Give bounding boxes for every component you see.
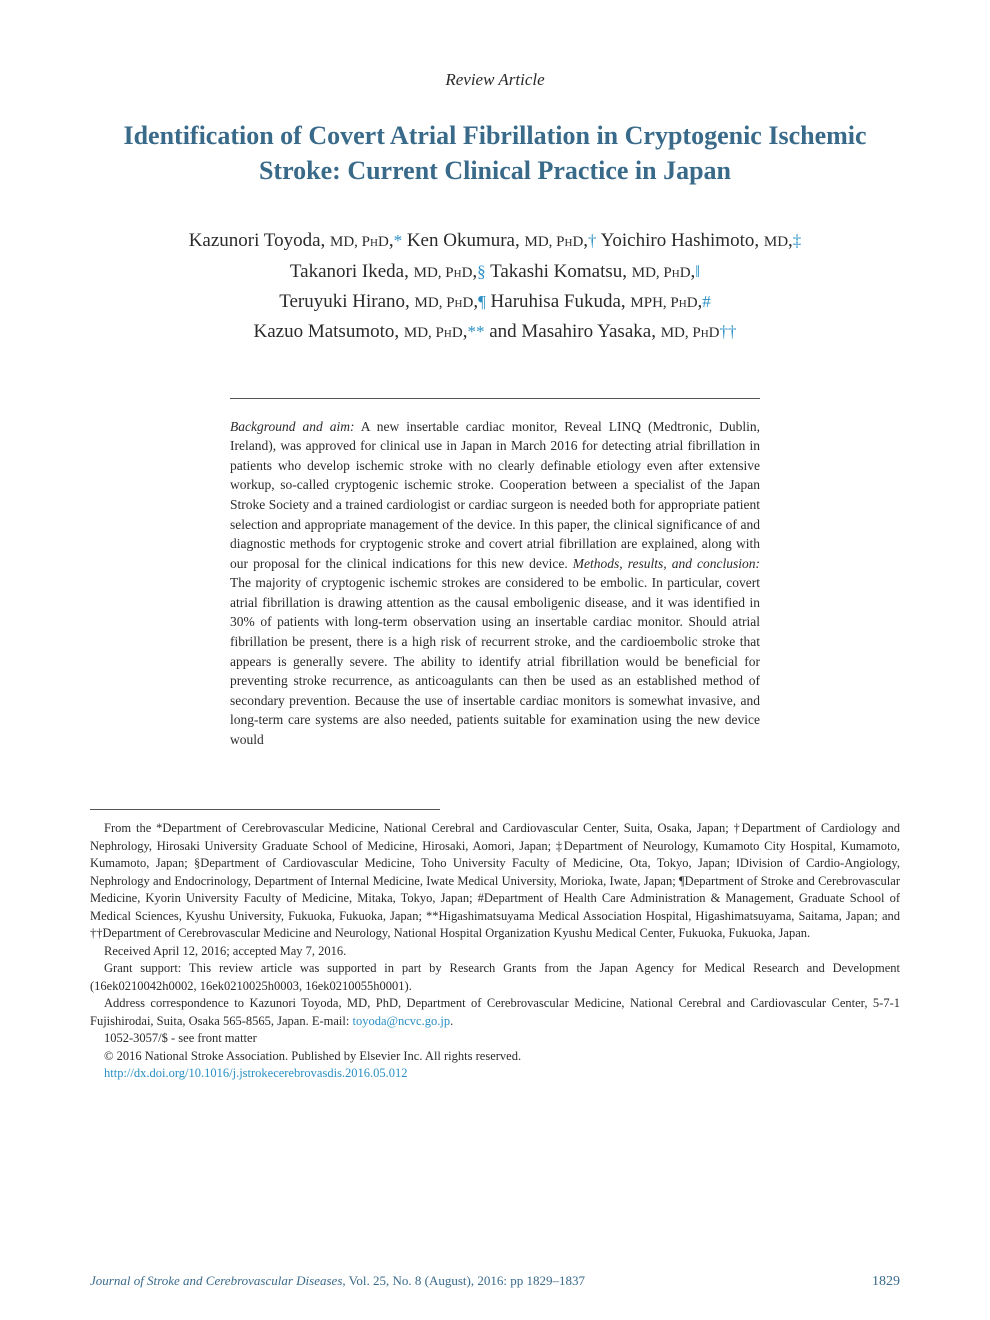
grant-footnote: Grant support: This review article was s… xyxy=(90,960,900,995)
issn-footnote: 1052-3057/$ - see front matter xyxy=(90,1030,900,1048)
footnotes-rule xyxy=(90,809,440,810)
article-title: Identification of Covert Atrial Fibrilla… xyxy=(90,118,900,188)
correspondence-email-link[interactable]: toyoda@ncvc.go.jp xyxy=(352,1014,450,1028)
correspondence-post: . xyxy=(450,1014,453,1028)
abstract-methods-label: Methods, results, and conclusion: xyxy=(573,556,760,571)
author-list: Kazunori Toyoda, MD, PhD,* Ken Okumura, … xyxy=(90,226,900,348)
journal-vol-pages: Vol. 25, No. 8 (August), 2016: pp 1829–1… xyxy=(346,1273,585,1288)
received-footnote: Received April 12, 2016; accepted May 7,… xyxy=(90,943,900,961)
doi-link[interactable]: http://dx.doi.org/10.1016/j.jstrokecereb… xyxy=(104,1066,408,1080)
abstract-background-text: A new insertable cardiac monitor, Reveal… xyxy=(230,419,760,571)
copyright-footnote: © 2016 National Stroke Association. Publ… xyxy=(90,1048,900,1066)
correspondence-pre: Address correspondence to Kazunori Toyod… xyxy=(90,996,900,1028)
correspondence-footnote: Address correspondence to Kazunori Toyod… xyxy=(90,995,900,1030)
abstract-top-rule xyxy=(230,398,760,399)
footnotes-block: From the *Department of Cerebrovascular … xyxy=(90,820,900,1083)
page-footer: Journal of Stroke and Cerebrovascular Di… xyxy=(90,1273,900,1290)
abstract-background-label: Background and aim: xyxy=(230,419,354,434)
abstract-block: Background and aim: A new insertable car… xyxy=(230,417,760,750)
journal-reference: Journal of Stroke and Cerebrovascular Di… xyxy=(90,1273,585,1289)
journal-name: Journal of Stroke and Cerebrovascular Di… xyxy=(90,1273,346,1288)
article-type: Review Article xyxy=(90,70,900,90)
abstract-methods-text: The majority of cryptogenic ischemic str… xyxy=(230,575,760,747)
page-number: 1829 xyxy=(872,1274,900,1290)
affiliations-footnote: From the *Department of Cerebrovascular … xyxy=(90,820,900,943)
